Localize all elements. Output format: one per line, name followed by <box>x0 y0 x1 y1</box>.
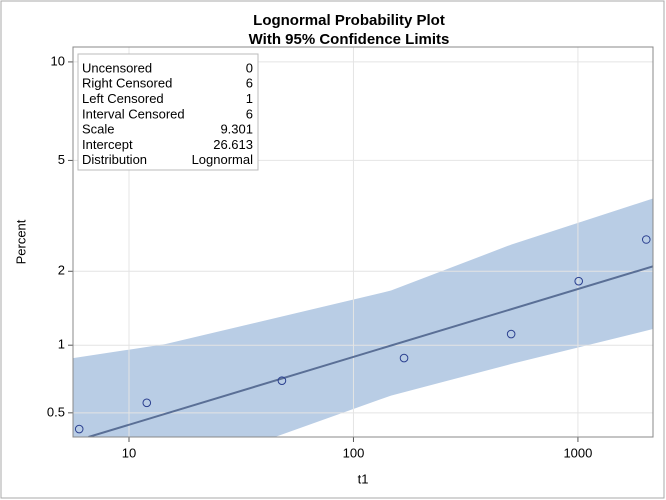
inset-value: 6 <box>246 106 253 121</box>
x-tick-label: 1000 <box>563 445 592 460</box>
x-tick-label: 100 <box>343 445 365 460</box>
y-tick-label: 2 <box>58 263 65 278</box>
data-point <box>142 398 152 408</box>
plot-border <box>72 46 654 438</box>
data-point <box>506 329 516 339</box>
inset-table: Uncensored 0 Right Censored 6 Left Censored 1… <box>77 53 259 171</box>
inset-label: Uncensored <box>82 60 152 75</box>
inset-label: Interval Censored <box>82 106 185 121</box>
data-point <box>399 353 409 363</box>
data-point <box>574 276 584 286</box>
inset-value: 6 <box>246 76 253 91</box>
y-tick-label: 0.5 <box>47 404 65 419</box>
chart-title: Lognormal Probability Plot <box>253 12 445 29</box>
inset-label: Scale <box>82 122 115 137</box>
inset-label: Left Censored <box>82 91 164 106</box>
inset-value: 9.301 <box>220 122 253 137</box>
inset-value: 0 <box>246 60 253 75</box>
x-tick-label: 10 <box>122 445 136 460</box>
y-tick-label: 1 <box>58 337 65 352</box>
inset-label: Right Censored <box>82 76 172 91</box>
inset-value: 26.613 <box>213 137 253 152</box>
y-tick-label: 5 <box>58 152 65 167</box>
data-point <box>277 376 287 385</box>
data-point <box>641 235 651 244</box>
inset-value: Lognormal <box>192 152 254 167</box>
y-axis-label: Percent <box>13 219 28 264</box>
inset-label: Intercept <box>82 137 133 152</box>
confidence-band <box>73 198 653 437</box>
chart-subtitle: With 95% Confidence Limits <box>249 31 450 48</box>
inset-value: 1 <box>246 91 253 106</box>
inset-box <box>77 53 259 171</box>
data-point <box>74 424 84 434</box>
x-axis-label: t1 <box>358 471 369 486</box>
fit-line <box>88 265 653 437</box>
inset-label: Distribution <box>82 152 147 167</box>
y-tick-label: 10 <box>51 53 65 68</box>
